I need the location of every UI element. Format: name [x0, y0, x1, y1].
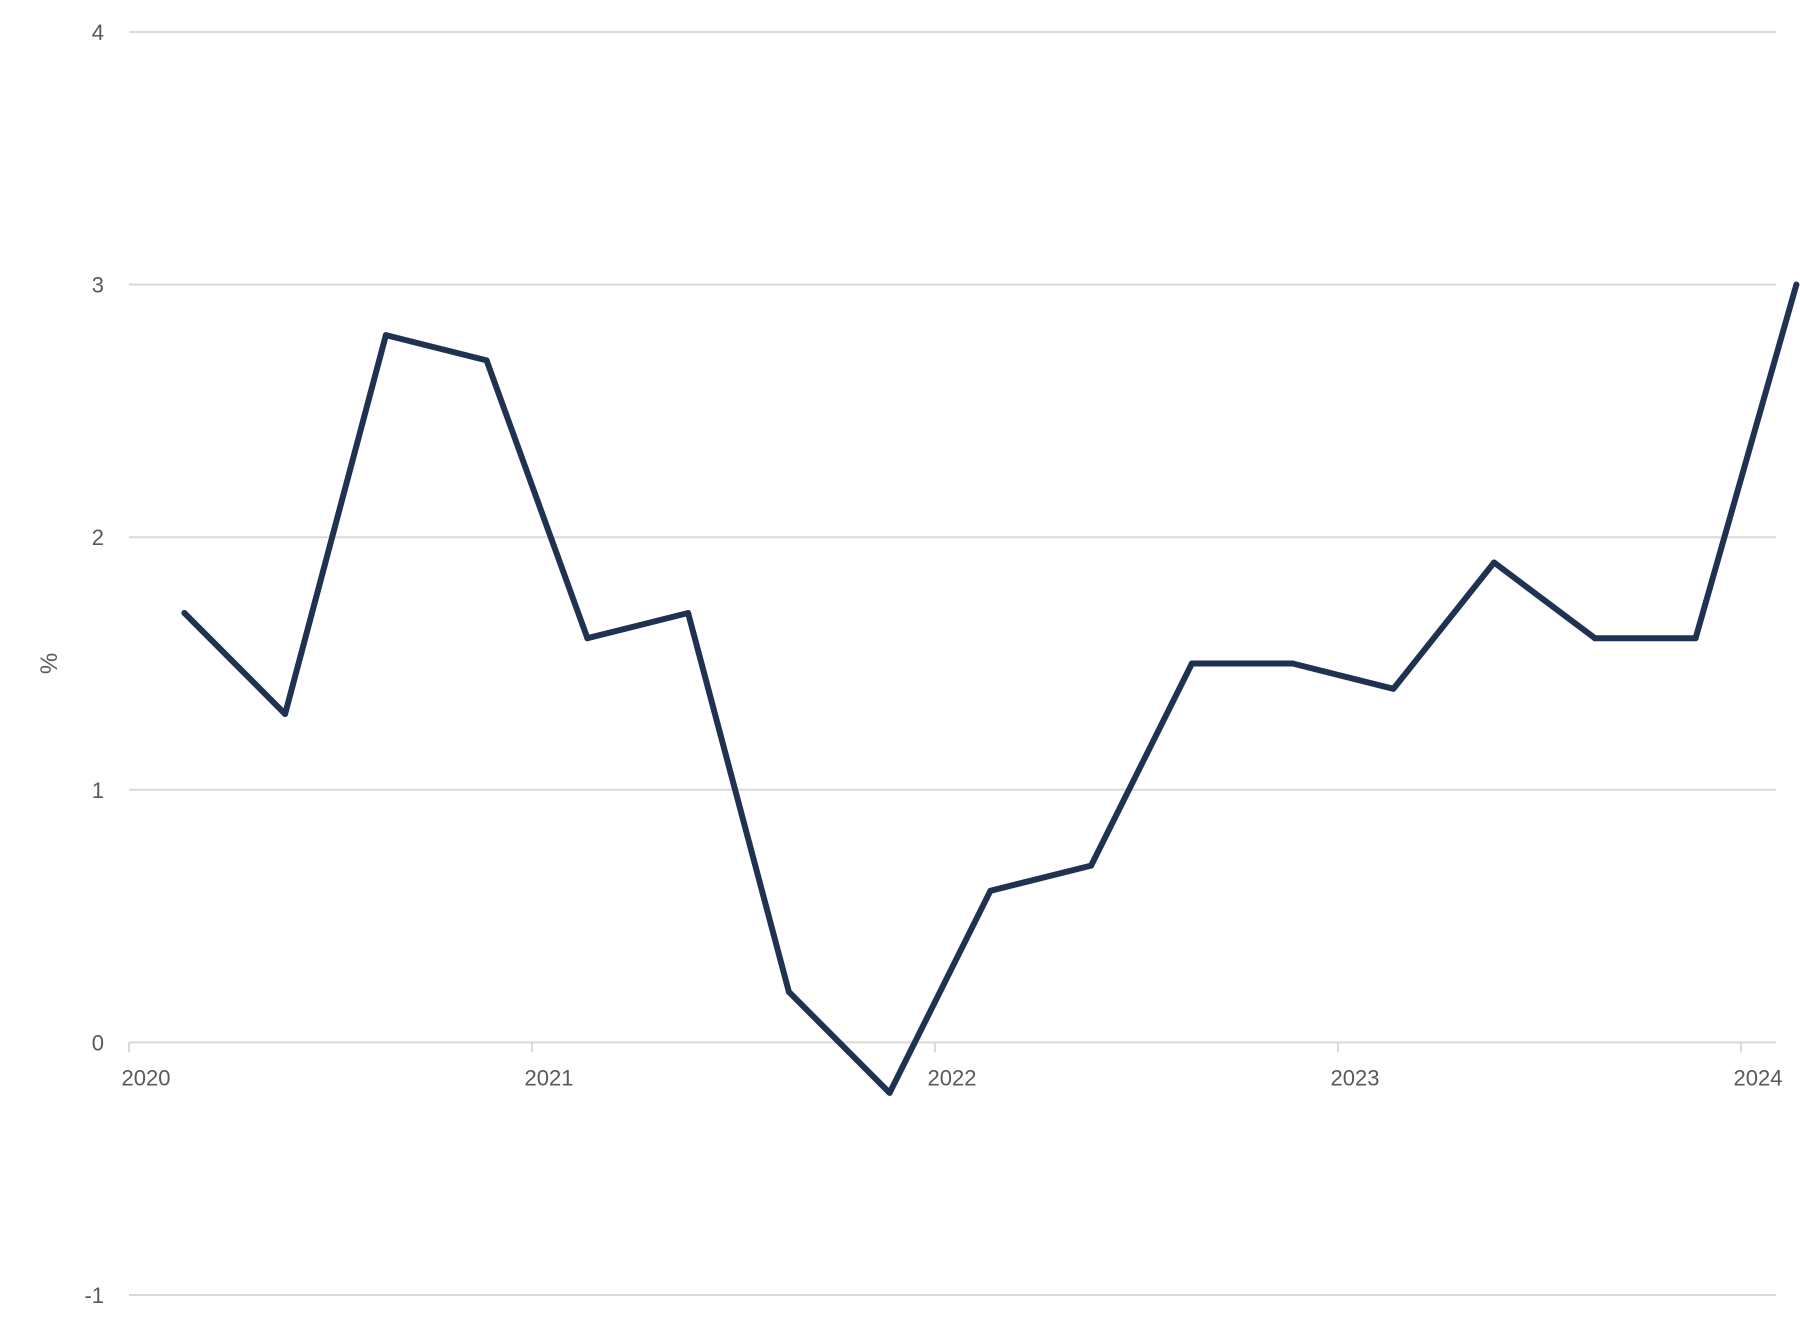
data-point	[483, 357, 490, 364]
y-tick-label: 0	[92, 1030, 104, 1055]
data-point	[1088, 862, 1095, 869]
x-tick-label: 2023	[1331, 1065, 1380, 1090]
data-point	[584, 635, 591, 642]
data-point	[1491, 559, 1498, 566]
data-point	[181, 609, 188, 616]
y-axis-title: %	[36, 653, 63, 674]
y-tick-label: -1	[84, 1283, 104, 1308]
y-tick-label: 4	[92, 20, 104, 45]
data-point	[1390, 685, 1397, 692]
data-point	[685, 609, 692, 616]
data-point	[1692, 635, 1699, 642]
gridlines	[129, 31, 1776, 1296]
series	[181, 281, 1800, 1096]
series-line	[181, 281, 1800, 1096]
x-axis: 2020 2021 2022 2023 2024	[122, 1042, 1783, 1090]
data-point	[785, 988, 792, 995]
data-point	[382, 332, 389, 339]
y-tick-label: 3	[92, 273, 104, 298]
data-point	[886, 1089, 893, 1096]
data-point	[1591, 635, 1598, 642]
x-tick-label: 2021	[525, 1065, 574, 1090]
x-tick-label: 2020	[122, 1065, 171, 1090]
x-tick-label: 2024	[1734, 1065, 1783, 1090]
y-tick-label: 1	[92, 778, 104, 803]
y-axis: % -1 0 1 2 3 4	[36, 20, 104, 1308]
data-point	[282, 711, 289, 718]
data-point	[1188, 660, 1195, 667]
data-point	[1289, 660, 1296, 667]
y-tick-label: 2	[92, 525, 104, 550]
data-point	[987, 887, 994, 894]
data-point	[1793, 281, 1800, 288]
x-tick-label: 2022	[928, 1065, 977, 1090]
